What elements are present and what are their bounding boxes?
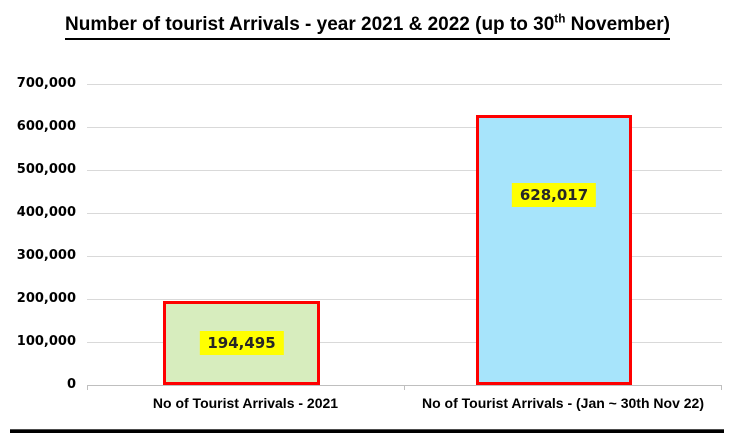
y-axis-tick-label: 500,000	[16, 162, 76, 177]
x-axis-category-label-2022: No of Tourist Arrivals - (Jan ~ 30th Nov…	[421, 395, 704, 411]
y-axis-tick-label: 200,000	[16, 291, 76, 306]
gridline	[87, 84, 722, 85]
y-axis-tick-label: 600,000	[16, 119, 76, 134]
chart-title-text: Number of tourist Arrivals - year 2021 &…	[65, 12, 670, 40]
data-label-2021: 194,495	[199, 331, 284, 355]
gridline	[87, 299, 722, 300]
y-axis-tick-label: 700,000	[16, 76, 76, 91]
chart-title-suffix: November)	[565, 14, 670, 35]
gridline	[87, 127, 722, 128]
x-axis-tick	[404, 385, 405, 390]
bar-tourist-arrivals-2021: 194,495	[163, 301, 320, 385]
chart-title-superscript: th	[554, 12, 566, 26]
x-axis-category-label-2021: No of Tourist Arrivals - 2021	[152, 395, 339, 411]
x-axis-tick	[721, 385, 722, 390]
gridline	[87, 213, 722, 214]
y-axis-tick-label: 0	[66, 377, 76, 392]
gridline	[87, 342, 722, 343]
gridline	[87, 170, 722, 171]
y-axis-tick-label: 300,000	[16, 248, 76, 263]
data-label-2022: 628,017	[511, 183, 597, 207]
gridline	[87, 256, 722, 257]
chart-title: Number of tourist Arrivals - year 2021 &…	[0, 12, 735, 40]
chart-title-prefix: Number of tourist Arrivals - year 2021 &…	[65, 14, 555, 35]
bottom-divider-line	[10, 429, 724, 433]
plot-area: 194,495 628,017	[87, 84, 722, 390]
y-axis-tick-label: 400,000	[16, 205, 76, 220]
bar-tourist-arrivals-2022: 628,017	[476, 115, 632, 385]
y-axis-tick-label: 100,000	[16, 334, 76, 349]
x-axis-tick	[87, 385, 88, 390]
